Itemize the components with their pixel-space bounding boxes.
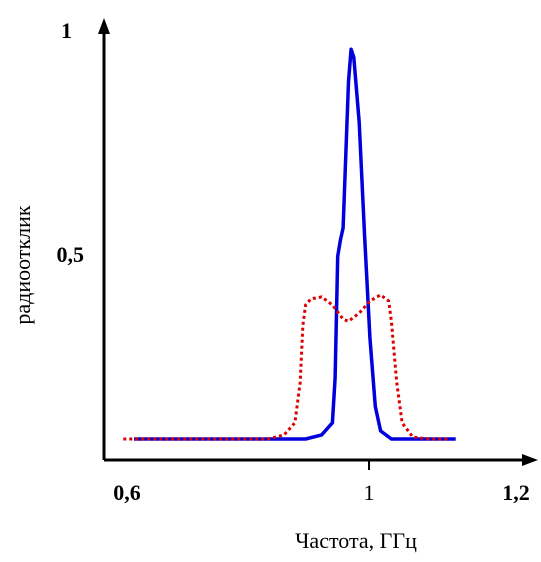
tick-layer: 0,6 1 1,2 0,5 1	[57, 18, 530, 505]
x-tick-label-1: 1	[364, 480, 375, 505]
x-tick-label-0: 0,6	[113, 480, 141, 505]
series-layer	[123, 47, 456, 441]
axes	[98, 18, 538, 470]
x-axis-label: Частота, ГГц	[295, 528, 417, 553]
y-tick-label-1: 1	[61, 18, 72, 43]
y-tick-label-0: 0,5	[57, 242, 85, 267]
x-axis-arrow	[522, 454, 538, 466]
series-line-1	[123, 293, 451, 441]
x-tick-label-2: 1,2	[502, 480, 530, 505]
y-axis-label: радиоотклик	[10, 205, 35, 324]
series-line-0	[134, 47, 456, 441]
y-axis-arrow	[98, 18, 110, 34]
